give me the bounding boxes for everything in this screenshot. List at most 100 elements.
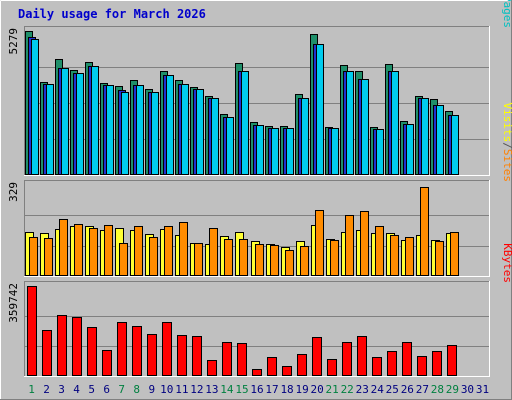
bar-pages-day-14	[226, 117, 234, 175]
bar-sites-day-26	[405, 237, 414, 276]
bar-pages-day-11	[181, 84, 189, 175]
day-label-10: 10	[160, 383, 173, 396]
day-label-12: 12	[190, 383, 203, 396]
bar-pages-day-1	[31, 39, 39, 175]
bar-kbytes-day-22	[342, 342, 352, 376]
day-label-20: 20	[311, 383, 324, 396]
day-label-31: 31	[476, 383, 489, 396]
bar-sites-day-15	[239, 239, 248, 276]
bar-pages-day-19	[301, 98, 309, 175]
day-label-3: 3	[58, 383, 65, 396]
day-label-1: 1	[28, 383, 35, 396]
bar-sites-day-12	[194, 243, 203, 276]
bar-pages-day-24	[376, 129, 384, 175]
bar-pages-day-21	[331, 128, 339, 175]
bar-kbytes-day-1	[27, 286, 37, 376]
bar-sites-day-3	[59, 219, 68, 276]
day-label-14: 14	[220, 383, 234, 396]
bar-sites-day-18	[285, 250, 294, 276]
day-label-26: 26	[401, 383, 414, 396]
day-labels: 1 2 3 4 5 6 7 8 9 10 11 12 13 14 15 16 17 18 19 20 21 22 23 24 2…	[28, 383, 489, 396]
legend-kbytes: KBytes	[501, 243, 512, 283]
bar-sites-day-4	[74, 224, 83, 276]
day-label-13: 13	[205, 383, 218, 396]
day-label-18: 18	[280, 383, 293, 396]
bar-kbytes-day-8	[132, 326, 142, 376]
day-label-25: 25	[386, 383, 399, 396]
bar-kbytes-day-7	[117, 322, 127, 376]
day-label-22: 22	[341, 383, 354, 396]
bar-sites-day-28	[435, 241, 444, 276]
panel-kbytes: 359742 KBytes	[7, 243, 512, 377]
panel-side-legend: Visits/Sites	[501, 103, 512, 183]
bar-pages-day-13	[211, 98, 219, 175]
bar-pages-day-10	[166, 75, 174, 175]
bar-kbytes-day-18	[282, 366, 292, 376]
panel-max-label: 329	[7, 182, 20, 202]
bar-sites-day-27	[420, 187, 429, 276]
bar-kbytes-day-15	[237, 343, 247, 376]
bar-pages-day-22	[346, 71, 354, 175]
panel-side-legend: KBytes	[501, 243, 512, 283]
day-label-29: 29	[446, 383, 459, 396]
bar-pages-day-27	[421, 98, 429, 175]
bar-pages-day-29	[451, 115, 459, 175]
bar-pages-day-18	[286, 128, 294, 175]
bar-sites-day-19	[300, 246, 309, 276]
panel-hits-files-pages: 5279 Hits/Files/Pages	[7, 0, 512, 176]
bar-sites-day-22	[345, 215, 354, 276]
bar-kbytes-day-3	[57, 315, 67, 376]
bar-pages-day-2	[46, 84, 54, 175]
bar-kbytes-day-16	[252, 369, 262, 376]
day-label-4: 4	[73, 383, 80, 396]
day-label-17: 17	[265, 383, 278, 396]
bar-sites-day-24	[375, 226, 384, 276]
day-label-30: 30	[461, 383, 474, 396]
panel-plot-area	[24, 281, 490, 377]
day-label-28: 28	[431, 383, 444, 396]
day-label-19: 19	[295, 383, 308, 396]
day-label-9: 9	[148, 383, 155, 396]
bar-kbytes-day-10	[162, 322, 172, 376]
bar-kbytes-day-27	[417, 356, 427, 376]
bar-kbytes-day-19	[297, 354, 307, 376]
bar-sites-day-25	[390, 235, 399, 276]
bar-sites-day-11	[179, 222, 188, 276]
bar-kbytes-day-20	[312, 337, 322, 376]
bar-pages-day-28	[436, 105, 444, 175]
bar-sites-day-29	[450, 232, 459, 276]
day-label-5: 5	[88, 383, 95, 396]
bar-sites-day-5	[89, 228, 98, 276]
day-label-11: 11	[175, 383, 188, 396]
bar-sites-day-2	[44, 238, 53, 276]
day-label-6: 6	[103, 383, 110, 396]
bar-pages-day-3	[61, 68, 69, 175]
bar-sites-day-14	[224, 239, 233, 276]
bar-pages-day-17	[271, 128, 279, 175]
bar-sites-day-7	[119, 243, 128, 276]
bar-sites-day-23	[360, 211, 369, 276]
bar-sites-day-6	[104, 225, 113, 276]
bar-kbytes-day-5	[87, 327, 97, 376]
bar-sites-day-1	[29, 237, 38, 276]
day-label-8: 8	[133, 383, 140, 396]
bar-kbytes-day-26	[402, 342, 412, 376]
day-label-16: 16	[250, 383, 263, 396]
bar-pages-day-20	[316, 44, 324, 175]
bar-kbytes-day-9	[147, 334, 157, 376]
bar-kbytes-day-4	[72, 317, 82, 376]
chart-panels: 5279 Hits/Files/Pages 329 Visits/Sites 35974…	[7, 0, 512, 377]
bar-sites-day-16	[255, 244, 264, 276]
bar-pages-day-9	[151, 92, 159, 175]
day-label-24: 24	[371, 383, 385, 396]
legend-sites: Sites	[501, 149, 512, 182]
bar-pages-day-23	[361, 79, 369, 175]
bar-sites-day-21	[330, 240, 339, 276]
legend-slash: /	[501, 142, 512, 149]
bar-kbytes-day-21	[327, 359, 337, 376]
bar-pages-day-7	[121, 92, 129, 175]
day-label-23: 23	[356, 383, 369, 396]
bar-kbytes-day-23	[357, 336, 367, 376]
day-label-27: 27	[416, 383, 429, 396]
